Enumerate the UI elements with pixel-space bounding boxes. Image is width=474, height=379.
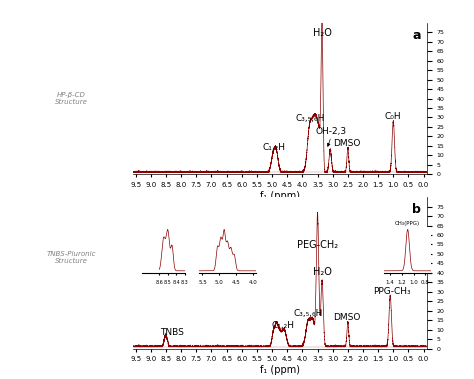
Text: TNBS: TNBS xyxy=(160,328,184,337)
Text: TNBS-Pluronic
Structure: TNBS-Pluronic Structure xyxy=(46,251,96,264)
Text: OH-2,3: OH-2,3 xyxy=(316,127,346,136)
Text: H₂O: H₂O xyxy=(313,267,331,277)
Text: PEG-CH₂: PEG-CH₂ xyxy=(297,240,338,250)
Text: PPG-CH₃: PPG-CH₃ xyxy=(373,287,410,296)
Text: CH₃(PPG): CH₃(PPG) xyxy=(395,221,420,226)
Text: C₃,₅,₆H: C₃,₅,₆H xyxy=(295,114,325,123)
Text: C₃,₅,₆H: C₃,₅,₆H xyxy=(294,309,323,318)
Text: HP-β-CD
Structure: HP-β-CD Structure xyxy=(55,92,88,105)
Text: DMSO: DMSO xyxy=(333,313,360,322)
Text: C₁,₂H: C₁,₂H xyxy=(271,321,294,330)
X-axis label: f₁ (ppm): f₁ (ppm) xyxy=(260,191,300,201)
Text: DMSO: DMSO xyxy=(333,139,360,148)
Text: b: b xyxy=(412,203,421,216)
Text: C₁,₂H: C₁,₂H xyxy=(262,143,285,152)
Text: H₂O: H₂O xyxy=(313,28,331,38)
Text: a: a xyxy=(412,29,421,42)
X-axis label: f₁ (ppm): f₁ (ppm) xyxy=(260,365,300,375)
Text: C₀H: C₀H xyxy=(385,112,401,121)
